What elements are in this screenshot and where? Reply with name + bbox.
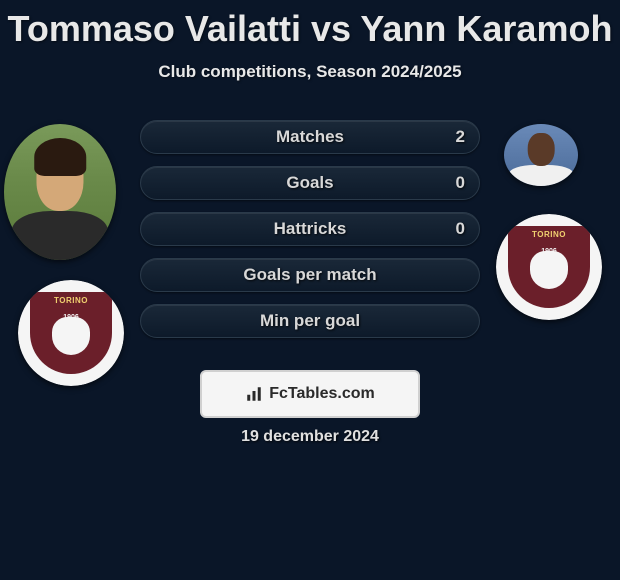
- bull-icon: [52, 317, 90, 355]
- player-right-avatar: [504, 124, 578, 186]
- crest-icon: TORINO 1906: [18, 280, 124, 386]
- player-face-icon: [4, 124, 116, 260]
- stat-row-matches: Matches 2: [140, 120, 480, 154]
- player-face-icon: [504, 124, 578, 186]
- stat-label: Min per goal: [141, 311, 479, 331]
- stat-label: Goals per match: [141, 265, 479, 285]
- bull-icon: [530, 251, 568, 289]
- stat-value: 2: [456, 127, 465, 147]
- crest-icon: TORINO 1906: [496, 214, 602, 320]
- crest-top-text: TORINO: [54, 296, 88, 305]
- crest-top-text: TORINO: [532, 230, 566, 239]
- stat-value: 0: [456, 219, 465, 239]
- stats-list: Matches 2 Goals 0 Hattricks 0 Goals per …: [140, 120, 480, 350]
- date-label: 19 december 2024: [0, 428, 620, 446]
- stat-value: 0: [456, 173, 465, 193]
- club-left-crest: TORINO 1906: [18, 280, 124, 386]
- page-title: Tommaso Vailatti vs Yann Karamoh: [0, 0, 620, 50]
- player-left-avatar: [4, 124, 116, 260]
- stat-row-goals: Goals 0: [140, 166, 480, 200]
- stat-row-goals-per-match: Goals per match: [140, 258, 480, 292]
- stat-label: Hattricks: [141, 219, 479, 239]
- stat-row-min-per-goal: Min per goal: [140, 304, 480, 338]
- club-right-crest: TORINO 1906: [496, 214, 602, 320]
- stat-label: Matches: [141, 127, 479, 147]
- source-badge: FcTables.com: [200, 370, 420, 418]
- stat-label: Goals: [141, 173, 479, 193]
- bar-chart-icon: [245, 385, 263, 403]
- stat-row-hattricks: Hattricks 0: [140, 212, 480, 246]
- season-subtitle: Club competitions, Season 2024/2025: [0, 62, 620, 82]
- brand-label: FcTables.com: [269, 385, 375, 403]
